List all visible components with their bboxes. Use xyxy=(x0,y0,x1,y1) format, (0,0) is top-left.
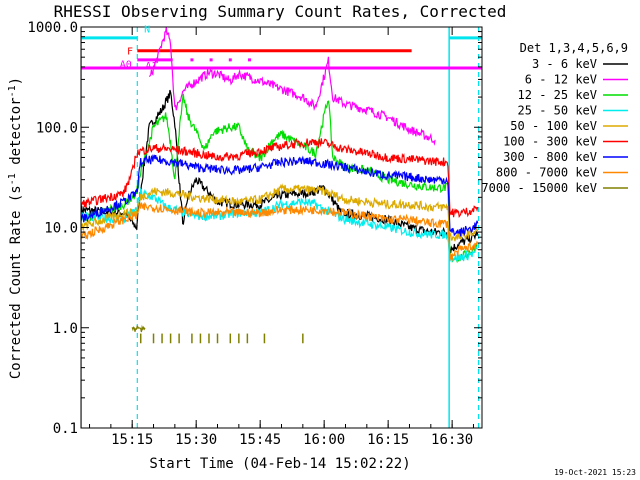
series-3 xyxy=(81,187,479,263)
y-tick-label: 0.1 xyxy=(53,421,78,437)
series-4 xyxy=(81,183,479,242)
series-line xyxy=(81,154,479,237)
series-line xyxy=(131,324,146,333)
series-8 xyxy=(131,324,304,344)
legend-title: Det 1,3,4,5,6,9 xyxy=(520,41,628,55)
legend-label: 3 - 6 keV xyxy=(532,57,597,71)
x-tick-label: 16:00 xyxy=(303,432,345,448)
series-5 xyxy=(81,138,479,219)
night-flag-label: N xyxy=(144,25,150,36)
attenuator-a0-label: A0 xyxy=(120,60,132,71)
x-tick-label: 15:30 xyxy=(175,432,217,448)
legend-label: 800 - 7000 keV xyxy=(496,166,597,180)
x-tick-label: 15:15 xyxy=(111,432,153,448)
series-1 xyxy=(148,27,436,146)
y-tick-label: 1000.0 xyxy=(27,20,78,36)
timestamp: 19-Oct-2021 15:23 xyxy=(554,468,636,477)
chart-title: RHESSI Observing Summary Count Rates, Co… xyxy=(54,2,507,21)
series-line xyxy=(81,138,479,219)
attenuator-dot xyxy=(190,58,194,62)
axes: NF A0 A1 15:15 15:30 15:45 16:00 16:15 16:30 0.1 1… xyxy=(27,20,482,448)
series-line xyxy=(81,93,478,264)
x-tick-label: 16:15 xyxy=(367,432,409,448)
attenuator-dot xyxy=(209,58,213,62)
y-tick-label: 100.0 xyxy=(36,120,78,136)
legend-label: 25 - 50 keV xyxy=(518,104,597,118)
legend-label: 100 - 300 keV xyxy=(503,135,597,149)
x-axis-label: Start Time (04-Feb-14 15:02:22) xyxy=(149,456,410,472)
series-2 xyxy=(81,93,478,264)
attenuator-dot xyxy=(228,58,232,62)
series-line xyxy=(81,187,479,263)
legend-label: 12 - 25 keV xyxy=(518,88,597,102)
x-tick-label: 15:45 xyxy=(239,432,281,448)
y-tick-label: 1.0 xyxy=(53,321,78,337)
y-tick-label: 10.0 xyxy=(44,221,78,237)
attenuator-dot xyxy=(248,58,252,62)
flare-flag-label: F xyxy=(127,47,133,58)
series-line xyxy=(148,27,436,146)
series-7 xyxy=(81,201,479,262)
plot-area xyxy=(81,27,482,428)
legend-label: 300 - 800 keV xyxy=(503,150,597,164)
y-axis-label: Corrected Count Rate (s-1 detector-1) xyxy=(7,77,24,379)
legend-label: 6 - 12 keV xyxy=(525,73,597,87)
legend-label: 7000 - 15000 keV xyxy=(481,181,597,195)
legend-label: 50 - 100 keV xyxy=(510,119,597,133)
attenuator-a1-label: A1 xyxy=(145,61,157,72)
series-line xyxy=(81,183,479,242)
series-line xyxy=(81,201,479,262)
series-6 xyxy=(81,154,479,237)
x-tick-label: 16:30 xyxy=(431,432,473,448)
